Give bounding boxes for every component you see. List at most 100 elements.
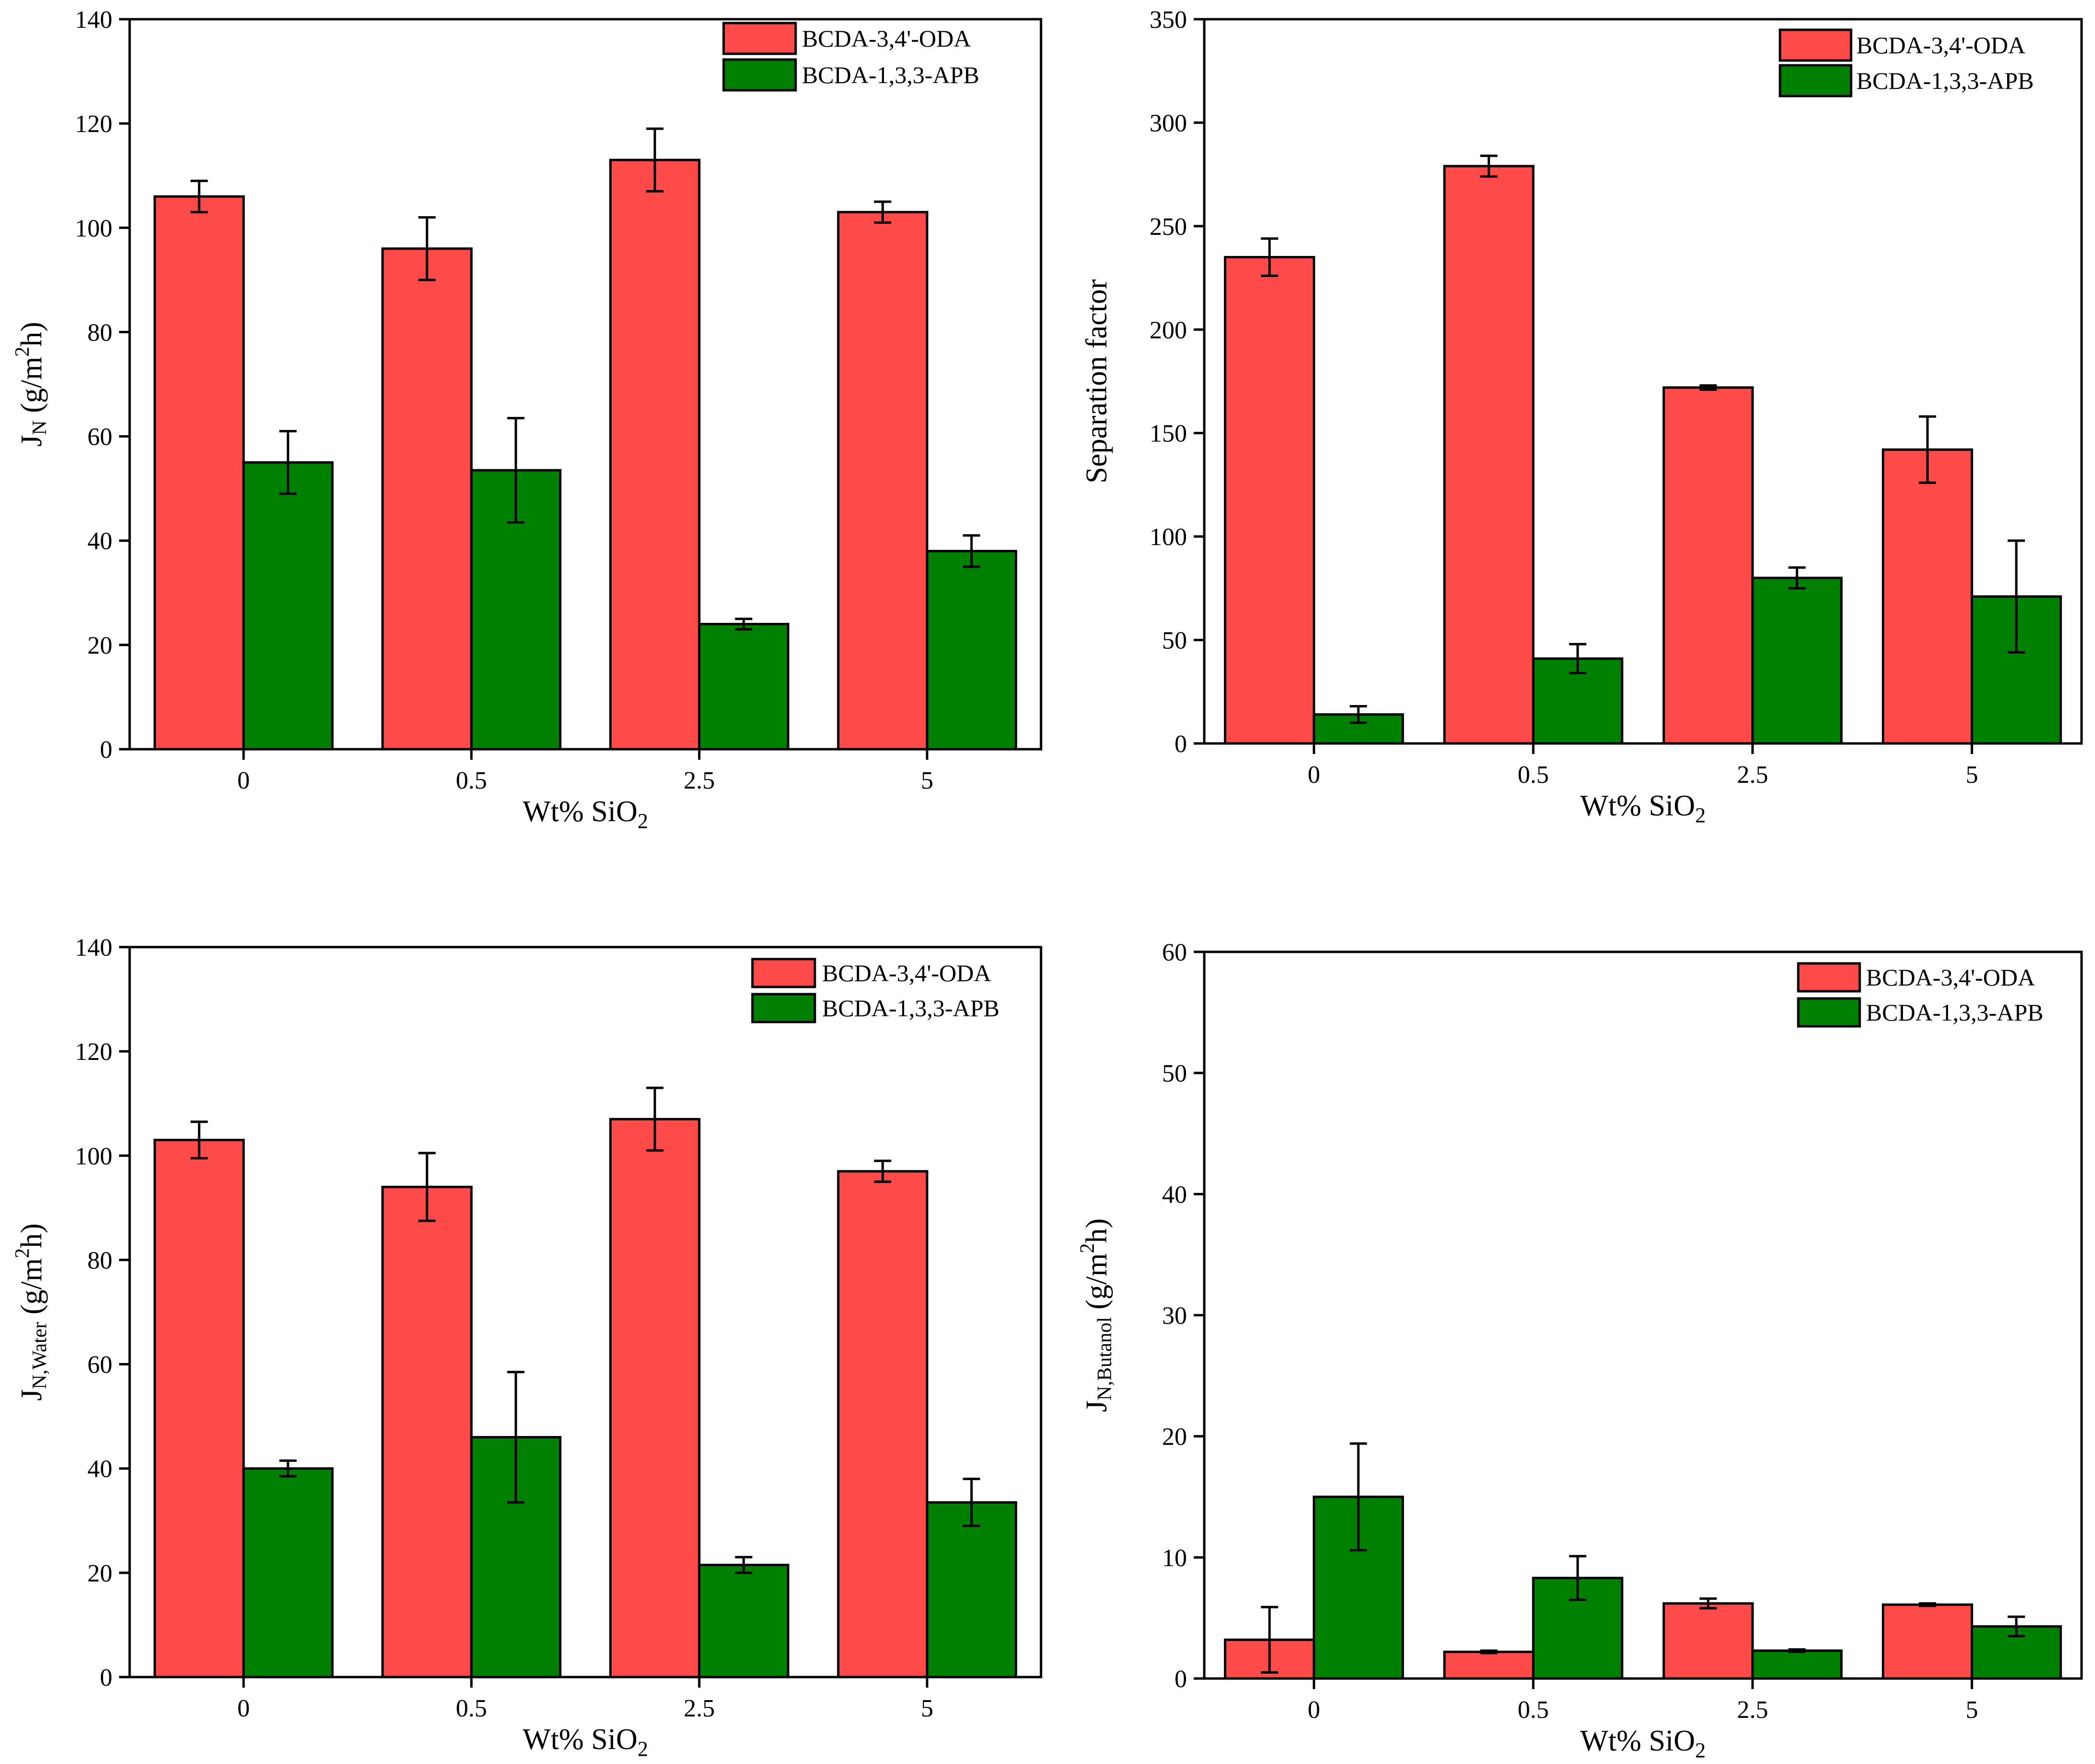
error-bar-s1-5: [1919, 1602, 1937, 1607]
error-bar-s2-2.5: [735, 1556, 752, 1574]
legend-label-s2: BCDA-1,3,3-APB: [802, 61, 979, 88]
error-bar-s2-0.5: [1569, 1555, 1586, 1601]
y-axis-title: JN (g/m2h): [12, 322, 51, 447]
x-tick-label: 0: [1308, 761, 1320, 789]
y-tick-label: 40: [87, 1456, 112, 1483]
x-tick-label: 0: [237, 767, 250, 794]
y-tick-label: 80: [87, 319, 112, 346]
error-bar-s1-2.5: [646, 1086, 664, 1152]
error-bar-s2-2.5: [1788, 1648, 1806, 1654]
chart-top-right: 0 50 100 150 200 250 300 350 0 0.5 2.5 5 Wt% SiO2 Sep…: [1080, 6, 2083, 827]
error-bar-s2-5: [963, 1477, 981, 1527]
bar-s2-2.5: [698, 622, 789, 751]
x-tick-label: 5: [1966, 1696, 1978, 1724]
error-bar-s2-0: [279, 1459, 297, 1478]
bar-s1-0.5: [381, 1185, 473, 1679]
y-tick-label: 0: [100, 736, 112, 764]
error-bar-s1-0: [190, 180, 208, 214]
x-tick-label: 0.5: [1518, 1696, 1549, 1724]
bar-s1-5: [1882, 448, 1974, 745]
error-bar-s2-0: [1349, 705, 1367, 724]
bar-s1-0.5: [381, 247, 473, 751]
bar-s1-5: [837, 211, 929, 751]
bar-s1-0.5: [1443, 165, 1535, 745]
y-tick-label: 20: [87, 1560, 112, 1587]
bar-s1-2.5: [609, 158, 701, 751]
y-tick-label: 20: [1162, 1423, 1187, 1451]
error-bar-s1-0: [190, 1120, 208, 1160]
y-tick-label: 300: [1150, 109, 1187, 137]
x-tick-label: 2.5: [684, 767, 715, 794]
error-bar-s1-5: [1919, 415, 1937, 484]
y-tick-label: 100: [75, 215, 112, 242]
legend-label-s2: BCDA-1,3,3-APB: [822, 995, 999, 1022]
legend: BCDA-3,4'-ODA BCDA-1,3,3-APB: [1779, 28, 2034, 97]
error-bar-s1-5: [874, 1159, 892, 1183]
y-tick-label: 140: [75, 6, 112, 34]
bar-s1-2.5: [1662, 1602, 1754, 1680]
error-bar-s2-0.5: [507, 1371, 525, 1504]
bar-s1-0: [153, 1139, 245, 1679]
legend: BCDA-3,4'-ODA BCDA-1,3,3-APB: [1797, 962, 2043, 1028]
x-tick-label: 5: [921, 767, 933, 794]
y-tick-label: 50: [1162, 1060, 1187, 1087]
bar-s2-5: [926, 549, 1017, 751]
legend-label-s1: BCDA-3,4'-ODA: [1856, 32, 2025, 59]
legend-swatch-s2: [751, 993, 816, 1023]
bar-s2-2.5: [1751, 1649, 1843, 1680]
bar-s1-5: [837, 1170, 929, 1679]
legend: BCDA-3,4'-ODA BCDA-1,3,3-APB: [751, 958, 999, 1023]
error-bar-s1-2.5: [1699, 1597, 1717, 1610]
y-tick-label: 0: [1175, 730, 1187, 758]
y-tick-label: 60: [1162, 939, 1187, 966]
y-tick-label: 200: [1150, 316, 1187, 344]
bar-s2-5: [926, 1501, 1017, 1679]
x-tick-label: 0: [1308, 1696, 1320, 1724]
error-bar-s2-2.5: [735, 618, 752, 631]
bar-s1-0: [1223, 255, 1315, 745]
x-tick-label: 5: [921, 1695, 933, 1722]
x-tick-label: 5: [1966, 761, 1978, 789]
x-tick-label: 0.5: [456, 1695, 487, 1722]
y-tick-label: 20: [87, 632, 112, 659]
y-tick-label: 100: [1150, 523, 1187, 551]
x-axis-title: Wt% SiO2: [522, 1723, 648, 1761]
x-axis-title: Wt% SiO2: [522, 795, 648, 833]
chart-top-left: 0 20 40 60 80 100 120 140 0 0.5 2.5 5 Wt% SiO2 JN (g/…: [12, 6, 1042, 833]
x-tick-label: 0.5: [456, 767, 487, 794]
legend-label-s1: BCDA-3,4'-ODA: [1866, 964, 2035, 991]
y-tick-label: 40: [1162, 1181, 1187, 1208]
legend-label-s1: BCDA-3,4'-ODA: [802, 25, 971, 52]
error-bar-s1-2.5: [1699, 384, 1717, 391]
bar-s1-0.5: [1443, 1651, 1535, 1680]
legend-label-s2: BCDA-1,3,3-APB: [1866, 999, 2043, 1026]
bar-s1-0: [153, 195, 245, 751]
y-tick-label: 80: [87, 1247, 112, 1274]
legend-swatch-s2: [1779, 64, 1853, 97]
error-bar-s2-5: [2008, 1615, 2025, 1638]
error-bar-s2-2.5: [1788, 566, 1806, 590]
y-tick-label: 140: [75, 934, 112, 961]
x-tick-label: 0.5: [1518, 761, 1549, 789]
bar-s2-0: [242, 461, 334, 751]
plot-frame: [128, 946, 1042, 1679]
y-tick-label: 250: [1150, 213, 1187, 241]
bar-s2-2.5: [1751, 576, 1843, 745]
chart-bottom-right: 0 10 20 30 40 50 60 0 0.5 2.5 5 Wt% SiO2 JN,Butanol …: [1077, 939, 2083, 1762]
y-axis-title: JN,Water (g/m2h): [12, 1223, 51, 1400]
error-bar-s1-0.5: [418, 216, 436, 281]
error-bar-s2-0: [279, 430, 297, 495]
error-bar-s1-2.5: [646, 127, 664, 193]
legend-swatch-s2: [722, 58, 797, 92]
y-tick-label: 120: [75, 1038, 112, 1066]
bar-s1-2.5: [609, 1118, 701, 1679]
legend-swatch-s2: [1797, 997, 1861, 1028]
legend-swatch-s1: [1797, 962, 1861, 993]
error-bar-s1-0: [1260, 237, 1278, 277]
y-tick-label: 0: [100, 1664, 112, 1691]
legend-swatch-s1: [1779, 28, 1853, 62]
error-bar-s2-5: [963, 534, 981, 568]
error-bar-s1-0.5: [1480, 154, 1498, 178]
error-bar-s1-5: [874, 200, 892, 224]
